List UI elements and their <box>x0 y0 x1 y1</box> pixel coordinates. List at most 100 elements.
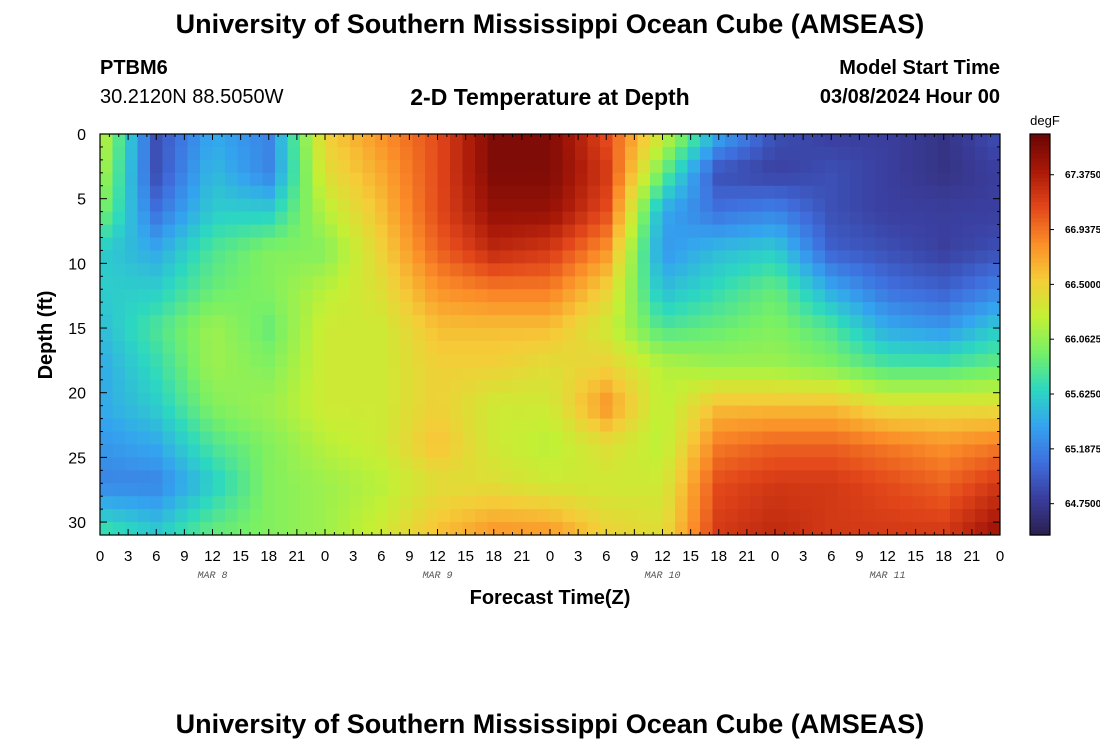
heatmap-cell <box>650 302 664 316</box>
heatmap-cell <box>600 392 614 407</box>
heatmap-cell <box>662 457 676 471</box>
heatmap-cell <box>800 172 814 187</box>
heatmap-cell <box>637 315 651 329</box>
heatmap-cell <box>800 263 814 277</box>
heatmap-cell <box>825 379 839 394</box>
heatmap-cell <box>712 289 726 303</box>
heatmap-cell <box>425 315 439 329</box>
heatmap-cell <box>387 340 401 355</box>
heatmap-cell <box>512 379 526 394</box>
heatmap-cell <box>150 134 164 148</box>
heatmap-cell <box>487 302 501 316</box>
heatmap-cell <box>850 289 864 303</box>
heatmap-cell <box>200 392 214 407</box>
heatmap-cell <box>275 198 289 213</box>
heatmap-cell <box>275 224 289 239</box>
heatmap-cell <box>150 315 164 329</box>
heatmap-cell <box>250 496 264 510</box>
heatmap-cell <box>887 496 901 510</box>
heatmap-cell <box>637 418 651 433</box>
heatmap-cell <box>125 444 139 458</box>
heatmap-cell <box>812 496 826 510</box>
heatmap-cell <box>650 483 664 497</box>
heatmap-cell <box>900 263 914 277</box>
heatmap-cell <box>512 328 526 342</box>
heatmap-cell <box>500 224 514 239</box>
heatmap-cell <box>237 379 251 394</box>
heatmap-cell <box>787 431 801 446</box>
heatmap-cell <box>500 146 514 161</box>
heatmap-cell <box>225 172 239 187</box>
heatmap-cell <box>487 159 501 174</box>
heatmap-cell <box>950 159 964 174</box>
colorbar-segment <box>1030 234 1050 239</box>
heatmap-cell <box>837 431 851 446</box>
heatmap-cell <box>175 483 189 497</box>
heatmap-cell <box>475 289 489 303</box>
heatmap-cell <box>162 509 176 523</box>
heatmap-cell <box>925 159 939 174</box>
heatmap-cell <box>112 483 126 497</box>
heatmap-cell <box>550 457 564 471</box>
heatmap-cell <box>762 379 776 394</box>
heatmap-cell <box>500 457 514 471</box>
heatmap-cell <box>325 457 339 471</box>
heatmap-cell <box>550 134 564 148</box>
heatmap-cell <box>262 353 276 368</box>
heatmap-cell <box>450 379 464 394</box>
heatmap-cell <box>312 172 326 187</box>
heatmap-cell <box>137 315 151 329</box>
heatmap-cell <box>625 159 639 174</box>
colorbar-segment <box>1030 142 1050 147</box>
heatmap-cell <box>250 289 264 303</box>
heatmap-cell <box>975 353 989 368</box>
colorbar-segment <box>1030 178 1050 183</box>
heatmap-cell <box>837 302 851 316</box>
heatmap-cell <box>275 353 289 368</box>
heatmap-cell <box>300 211 314 226</box>
heatmap-cell <box>937 302 951 316</box>
heatmap-cell <box>212 379 226 394</box>
heatmap-cell <box>362 237 376 252</box>
heatmap-cell <box>737 509 751 523</box>
heatmap-cell <box>437 134 451 148</box>
heatmap-cell <box>175 418 189 433</box>
heatmap-cell <box>225 405 239 420</box>
heatmap-cell <box>862 353 876 368</box>
heatmap-cell <box>125 353 139 368</box>
heatmap-cell <box>412 146 426 161</box>
heatmap-cell <box>637 483 651 497</box>
heatmap-cell <box>125 405 139 420</box>
heatmap-cell <box>775 289 789 303</box>
colorbar-segment <box>1030 530 1050 536</box>
colorbar-segment <box>1030 154 1050 159</box>
heatmap-cell <box>737 159 751 174</box>
heatmap-cell <box>687 159 701 174</box>
heatmap-cell <box>262 146 276 161</box>
heatmap-cell <box>712 159 726 174</box>
heatmap-cell <box>975 185 989 200</box>
heatmap-cell <box>150 522 164 535</box>
heatmap-cell <box>762 483 776 497</box>
heatmap-cell <box>700 366 714 381</box>
heatmap-cell <box>512 250 526 264</box>
heatmap-cell <box>375 237 389 252</box>
heatmap-cell <box>950 379 964 394</box>
heatmap-cell <box>175 379 189 394</box>
heatmap-cell <box>687 302 701 316</box>
heatmap-cell <box>475 211 489 226</box>
heatmap-cell <box>587 237 601 252</box>
heatmap-cell <box>225 328 239 342</box>
heatmap-cell <box>275 328 289 342</box>
heatmap-cell <box>312 276 326 290</box>
heatmap-cell <box>487 263 501 277</box>
heatmap-cell <box>200 289 214 303</box>
heatmap-cell <box>637 392 651 407</box>
heatmap-cell <box>712 146 726 161</box>
heatmap-cell <box>162 392 176 407</box>
heatmap-cell <box>525 366 539 381</box>
heatmap-cell <box>587 172 601 187</box>
heatmap-cell <box>837 172 851 187</box>
heatmap-cell <box>812 392 826 407</box>
heatmap-cell <box>400 366 414 381</box>
